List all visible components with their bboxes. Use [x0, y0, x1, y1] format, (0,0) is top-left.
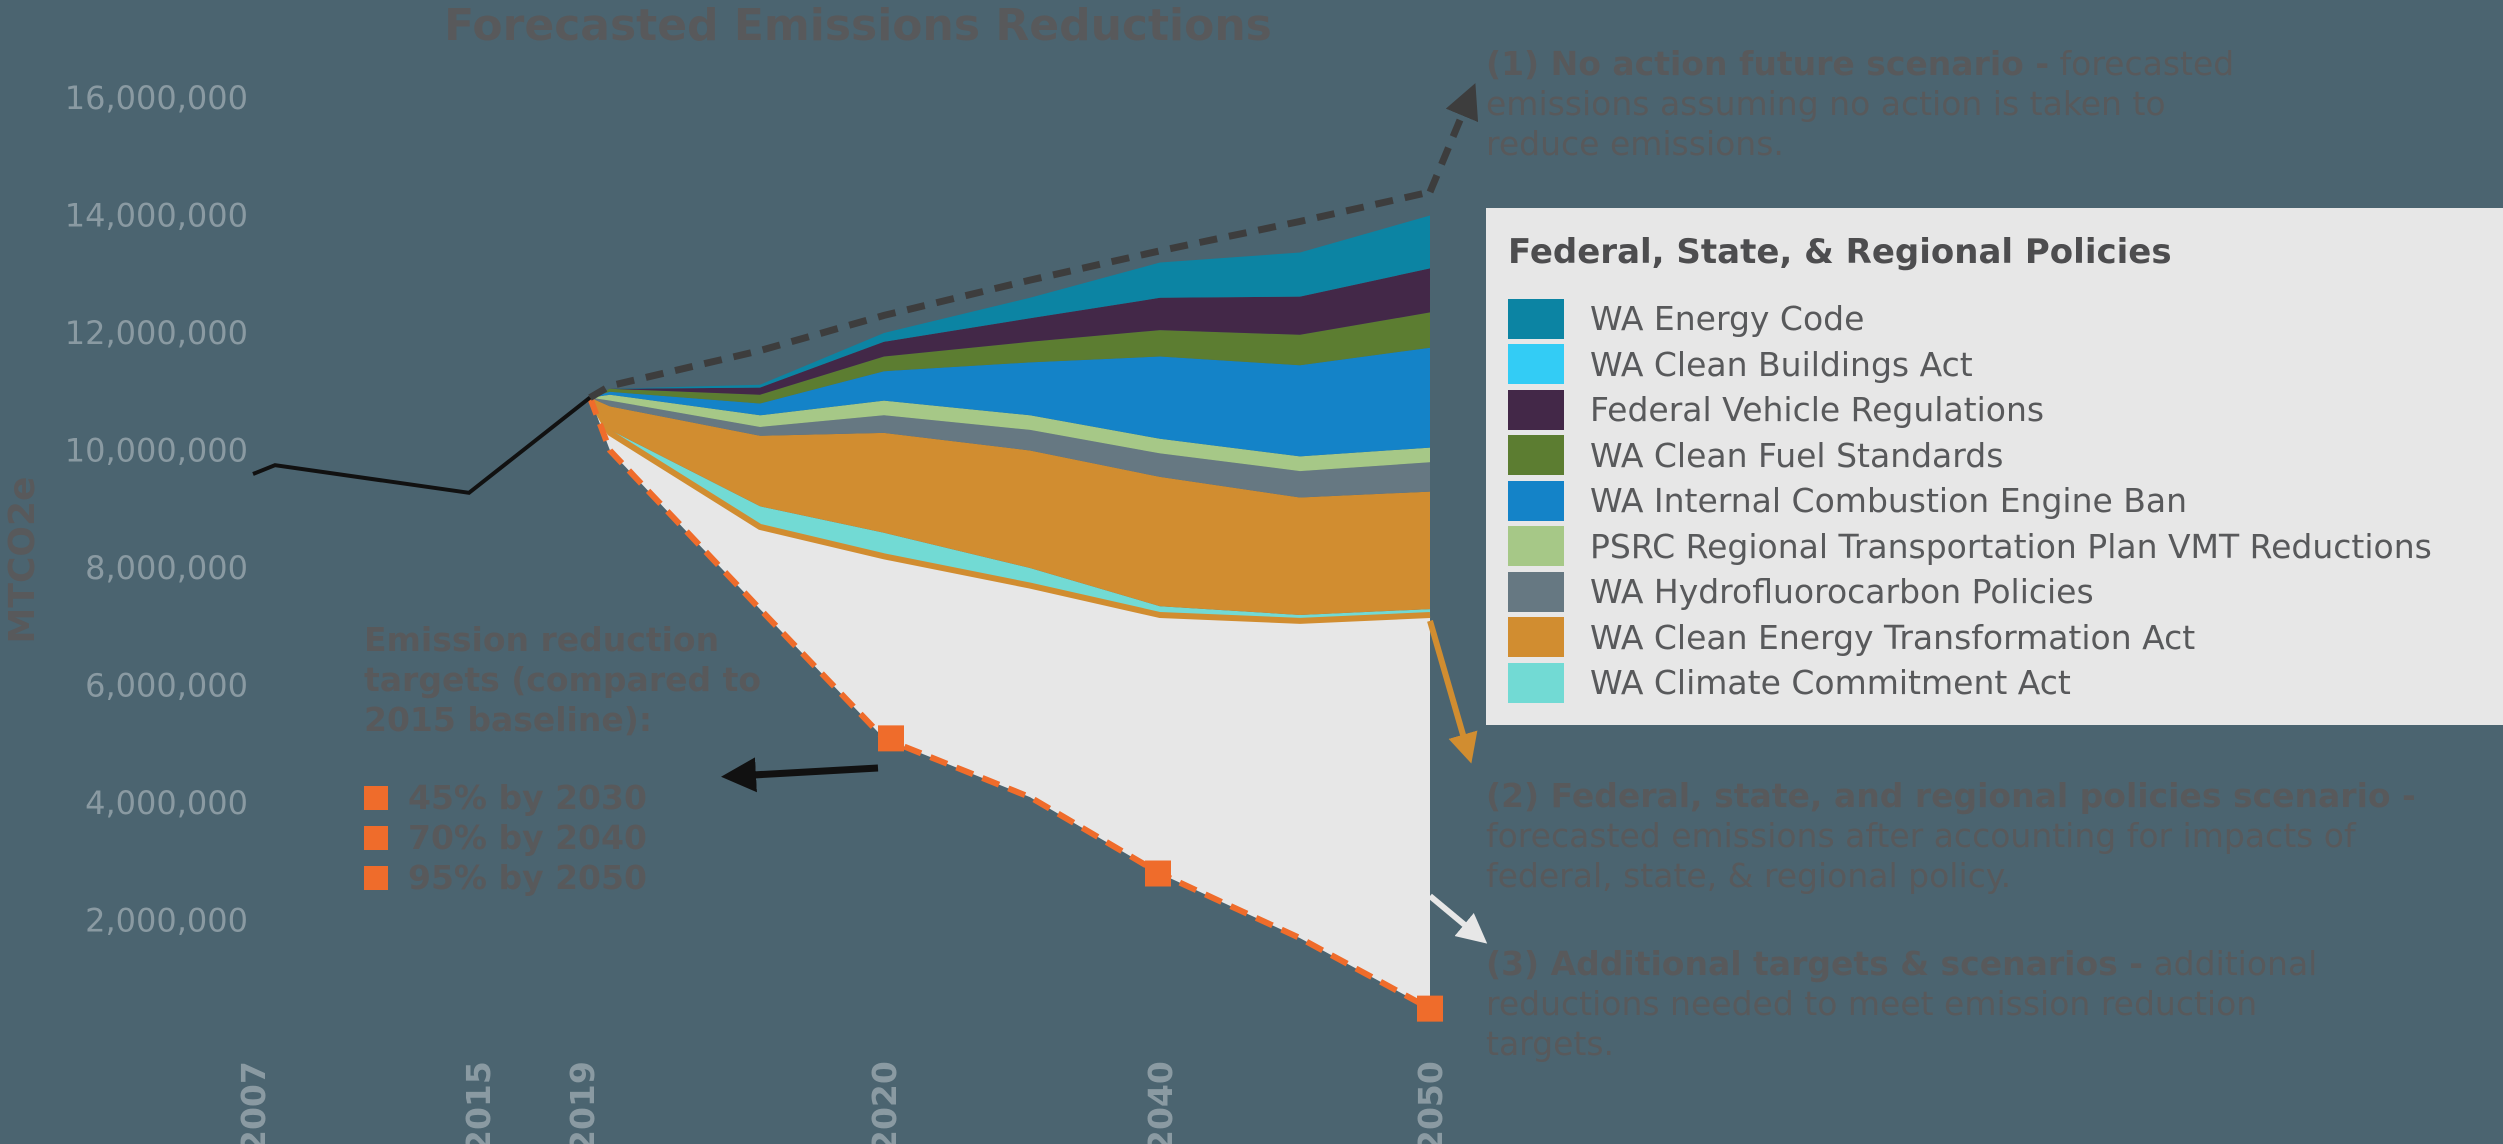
- legend-item: PSRC Regional Transportation Plan VMT Re…: [1508, 524, 2432, 570]
- legend-item: WA Energy Code: [1508, 296, 2432, 342]
- y-tick-label: 6,000,000: [85, 667, 248, 705]
- legend-swatch: [1508, 526, 1564, 567]
- legend-label: PSRC Regional Transportation Plan VMT Re…: [1590, 526, 2432, 566]
- chart-title: Forecasted Emissions Reductions: [444, 0, 1272, 51]
- y-axis-label: MTCO2e: [2, 477, 43, 644]
- area-wa-internal-combustion-engine-ban: [590, 347, 1430, 457]
- area-psrc-regional-transportation-plan-vmt-reductions: [590, 394, 1430, 472]
- legend-item: WA Hydrofluorocarbon Policies: [1508, 569, 2432, 615]
- target-item: 95% by 2050: [364, 858, 784, 898]
- target-label: 45% by 2030: [408, 778, 647, 817]
- legend-label: WA Clean Buildings Act: [1590, 344, 1973, 384]
- annotation-additional-text: additional reductions needed to meet emi…: [1486, 944, 2318, 1063]
- legend-label: WA Clean Energy Transformation Act: [1590, 617, 2196, 657]
- target-marker: [1417, 995, 1443, 1022]
- legend-item: WA Clean Buildings Act: [1508, 342, 2432, 388]
- legend-label: WA Climate Commitment Act: [1590, 663, 2071, 703]
- annotation-policies: (2) Federal, state, and regional policie…: [1486, 776, 2426, 896]
- legend-list: WA Energy Code WA Clean Buildings Act Fede…: [1508, 296, 2432, 706]
- x-tick-label: 2050: [1411, 1061, 1450, 1144]
- area-wa-energy-code: [590, 215, 1430, 398]
- legend-item: Federal Vehicle Regulations: [1508, 387, 2432, 433]
- legend-item: WA Clean Energy Transformation Act: [1508, 615, 2432, 661]
- legend-swatch: [1508, 480, 1564, 521]
- legend-swatch: [1508, 571, 1564, 612]
- targets-heading: Emission reduction targets (compared to …: [364, 620, 762, 739]
- target-item: 70% by 2040: [364, 818, 784, 858]
- target-marker: [878, 725, 904, 752]
- area-wa-clean-energy-transformation-act: [590, 397, 1430, 615]
- target-bullet: [364, 826, 388, 850]
- area-wa-hydrofluorocarbon-policies: [590, 397, 1430, 498]
- annotation-policies-heading: (2) Federal, state, and regional policie…: [1486, 776, 2416, 815]
- target-path-line: [587, 396, 1432, 1012]
- annotation-no-action-heading: (1) No action future scenario -: [1486, 44, 2050, 83]
- legend-label: WA Energy Code: [1590, 299, 1865, 339]
- x-tick-label: 2015: [459, 1061, 498, 1144]
- x-tick-label: 2040: [1141, 1061, 1180, 1144]
- no-action-arrow: [1426, 83, 1479, 194]
- annotation-additional: (3) Additional targets & scenarios - add…: [1486, 944, 2326, 1064]
- annotation-no-action: (1) No action future scenario - forecast…: [1486, 44, 2246, 164]
- policies-scenario-line: [587, 396, 1431, 624]
- legend-label: Federal Vehicle Regulations: [1590, 390, 2045, 430]
- legend-label: WA Hydrofluorocarbon Policies: [1590, 572, 2094, 612]
- policies-arrow: [1427, 620, 1478, 764]
- target-item: 45% by 2030: [364, 778, 784, 818]
- x-tick-label: 2007: [234, 1061, 273, 1144]
- y-tick-label: 14,000,000: [65, 197, 248, 235]
- additional-arrow: [1428, 893, 1488, 944]
- legend-item: WA Clean Fuel Standards: [1508, 433, 2432, 479]
- legend: Federal, State, & Regional Policies WA E…: [1486, 208, 2503, 725]
- annotation-policies-text: forecasted emissions after accounting fo…: [1486, 816, 2356, 895]
- y-tick-label: 2,000,000: [85, 902, 248, 940]
- annotation-no-action-text: forecasted emissions assuming no action …: [1486, 44, 2235, 163]
- targets-annotation: Emission reduction targets (compared to …: [364, 620, 784, 898]
- legend-item: WA Climate Commitment Act: [1508, 660, 2432, 706]
- legend-swatch: [1508, 344, 1564, 385]
- legend-swatch: [1508, 617, 1564, 658]
- historical-line: [252, 396, 592, 495]
- area-federal-vehicle-regulations: [590, 268, 1430, 398]
- target-marker: [1145, 860, 1171, 887]
- target-label: 70% by 2040: [408, 818, 647, 857]
- legend-swatch: [1508, 298, 1564, 339]
- legend-item: WA Internal Combustion Engine Ban: [1508, 478, 2432, 524]
- legend-swatch: [1508, 662, 1564, 703]
- legend-swatch: [1508, 435, 1564, 476]
- area-wa-climate-commitment-act: [590, 397, 1430, 621]
- annotation-additional-heading: (3) Additional targets & scenarios -: [1486, 944, 2143, 983]
- legend-label: WA Internal Combustion Engine Ban: [1590, 481, 2188, 521]
- x-tick-label: 2019: [563, 1061, 602, 1144]
- target-label: 95% by 2050: [408, 858, 647, 897]
- legend-swatch: [1508, 389, 1564, 430]
- legend-title: Federal, State, & Regional Policies: [1508, 232, 2172, 272]
- area-wa-clean-fuel-standards: [590, 312, 1430, 404]
- target-bullet: [364, 866, 388, 890]
- targets-arrow: [721, 757, 879, 793]
- additional-reductions-area: [590, 397, 1430, 1009]
- targets-list: 45% by 2030 70% by 2040 95% by 2050: [364, 778, 784, 898]
- legend-label: WA Clean Fuel Standards: [1590, 435, 2004, 475]
- y-tick-label: 12,000,000: [65, 314, 248, 352]
- y-tick-label: 4,000,000: [85, 784, 248, 822]
- y-tick-label: 8,000,000: [85, 549, 248, 587]
- target-bullet: [364, 786, 388, 810]
- x-tick-label: 2020: [865, 1061, 904, 1144]
- y-tick-label: 10,000,000: [65, 432, 248, 470]
- y-tick-label: 16,000,000: [65, 79, 248, 117]
